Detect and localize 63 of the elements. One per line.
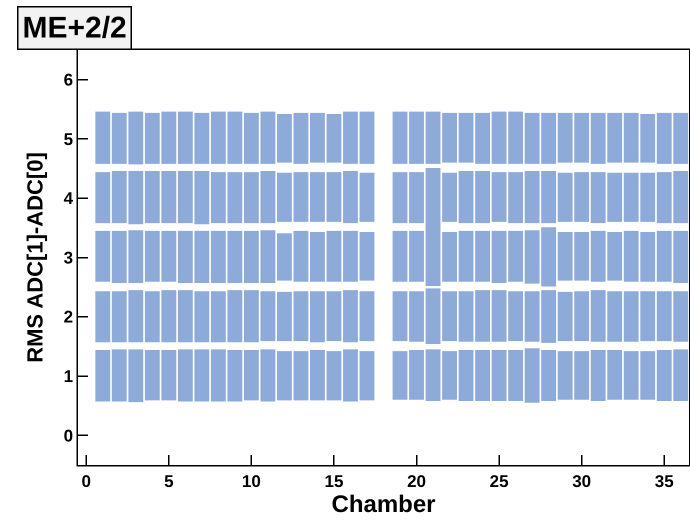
- bar: [128, 349, 144, 402]
- bar: [112, 112, 127, 164]
- bar: [640, 114, 656, 163]
- bar: [624, 351, 639, 400]
- bar: [128, 290, 144, 342]
- bar: [640, 291, 656, 342]
- y-tick-label: 1: [64, 367, 74, 386]
- bar: [656, 112, 672, 164]
- bar: [112, 230, 127, 283]
- y-tick-label: 5: [64, 130, 74, 149]
- bar: [624, 112, 639, 163]
- chart-title: ME+2/2: [22, 12, 127, 44]
- bar: [607, 232, 622, 281]
- bar: [95, 350, 110, 402]
- bar: [640, 172, 656, 222]
- bar: [112, 291, 127, 342]
- bar: [607, 291, 622, 342]
- bar: [673, 349, 688, 401]
- bar: [640, 351, 656, 400]
- bar: [640, 232, 656, 282]
- bar: [656, 350, 672, 401]
- x-tick-label: 10: [242, 472, 261, 491]
- bar: [128, 230, 144, 283]
- x-tick-label: 20: [407, 472, 426, 491]
- x-tick-label: 0: [82, 472, 91, 491]
- bar: [624, 230, 639, 282]
- x-tick-label: 15: [324, 472, 344, 491]
- bar: [656, 291, 672, 342]
- bar: [95, 230, 110, 282]
- x-tick-label: 35: [654, 472, 674, 491]
- x-axis-title: Chamber: [331, 490, 436, 518]
- y-tick-label: 6: [64, 70, 74, 90]
- bar: [656, 230, 672, 282]
- bar: [95, 172, 110, 224]
- x-tick-label: 30: [572, 472, 592, 491]
- bar: [607, 112, 622, 163]
- bar: [624, 291, 639, 342]
- bar: [95, 291, 110, 342]
- y-tick-label: 4: [64, 189, 74, 208]
- y-tick-label: 2: [64, 308, 74, 327]
- bar: [673, 291, 688, 342]
- bar: [128, 170, 144, 224]
- bar: [607, 350, 622, 400]
- y-tick-label: 0: [64, 426, 74, 446]
- x-tick-label: 5: [164, 472, 174, 491]
- y-tick-label: 3: [64, 248, 74, 268]
- bar: [656, 172, 672, 224]
- bar: [673, 230, 688, 283]
- bar: [144, 350, 160, 400]
- bar: [112, 349, 127, 402]
- bar: [95, 112, 110, 164]
- bar: [144, 112, 160, 164]
- bar: [144, 291, 160, 342]
- bar: [673, 112, 688, 164]
- bar: [144, 230, 160, 282]
- bar: [607, 172, 622, 222]
- bar: [673, 170, 688, 224]
- x-tick-label: 25: [490, 472, 509, 491]
- bar: [144, 170, 160, 224]
- bar: [624, 172, 639, 222]
- bar: [128, 112, 144, 164]
- bar: [112, 170, 127, 224]
- y-axis-title: RMS ADC[1]-ADC[0]: [22, 152, 48, 363]
